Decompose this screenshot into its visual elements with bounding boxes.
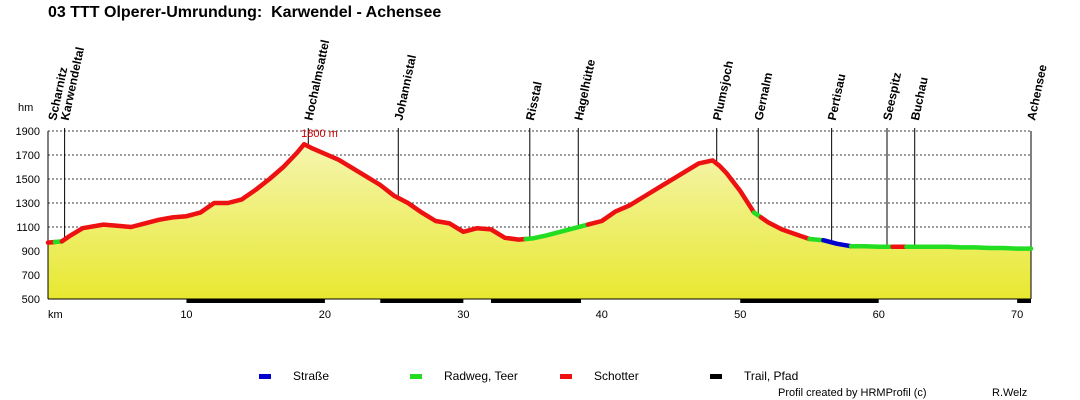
waypoint-label-4: Risstal [523,80,545,121]
y-tick-1900: 1900 [16,126,40,138]
legend-cycle-swatch [410,373,422,379]
x-tick-40: 40 [596,309,608,321]
x-tick-20: 20 [319,309,331,321]
segment-road-8 [821,237,854,249]
x-tick-60: 60 [873,309,885,321]
segment-gravel-6 [758,215,812,242]
elevation-line [45,141,1034,251]
elevation-chart: 500 700 900 1100 1300 1500 1700 1900 10 20 30 40 50… [16,38,1050,321]
trail-section-2 [491,299,582,303]
elevation-area [48,144,1031,299]
legend-cycle: Radweg, Teer [410,369,518,383]
waypoint-label-10: Buchau [908,76,931,122]
waypoint-label-11: Achensee [1024,63,1050,122]
waypoint-markers [64,128,916,247]
legend-trail: Trail, Pfad [710,369,798,383]
y-tick-1100: 1100 [16,222,40,234]
author-text: R.Welz [992,387,1028,399]
y-tick-1300: 1300 [16,198,40,210]
waypoint-label-9: Seespitz [880,71,904,122]
segment-cycle-7 [807,236,826,243]
waypoint-label-6: Plumsjoch [710,59,736,121]
y-tick-1500: 1500 [16,174,40,186]
x-tick-30: 30 [457,309,469,321]
waypoint-label-5: Hagelhütte [572,58,599,122]
waypoint-label-2: Hochalmsattel [302,38,333,121]
legend-road-swatch [259,373,271,379]
chart-title: 03 TTT Olperer-Umrundung: Karwendel - Ac… [48,4,442,21]
trail-section-4 [1017,299,1031,303]
trail-bar [186,299,1031,303]
segment-cycle-3 [523,222,591,242]
legend-gravel-swatch [560,373,572,379]
waypoint-label-7: Gernalm [751,71,775,122]
legend-trail-label: Trail, Pfad [744,369,799,383]
segment-gravel-2 [59,141,528,244]
grid-lines: 500 700 900 1100 1300 1500 1700 1900 [16,126,1031,306]
segment-gravel-4 [585,158,757,227]
legend-trail-swatch [710,373,722,379]
y-tick-900: 900 [22,246,40,258]
trail-section-3 [740,299,879,303]
credit-text: Profil created by HRMProfil (c) [778,387,927,399]
y-tick-700: 700 [22,270,40,282]
trail-section-1 [380,299,464,303]
legend-gravel: Schotter [560,369,639,383]
y-tick-1700: 1700 [16,150,40,162]
x-tick-70: 70 [1011,309,1023,321]
legend-gravel-label: Schotter [594,369,639,383]
legend-cycle-label: Radweg, Teer [444,369,518,383]
peak-label: 1800 m [301,128,338,140]
x-axis-label: km [48,309,63,321]
x-tick-50: 50 [734,309,746,321]
x-tick-10: 10 [180,309,192,321]
waypoint-label-8: Pertisau [825,72,849,121]
legend-road: Straße [259,369,329,383]
segment-cycle-9 [848,243,895,250]
segment-cycle-11 [904,244,1034,251]
y-tick-500: 500 [22,294,40,306]
y-axis-label: hm [18,102,33,114]
legend-road-label: Straße [293,369,330,383]
trail-section-0 [186,299,325,303]
waypoint-label-3: Johannistal [392,53,420,121]
